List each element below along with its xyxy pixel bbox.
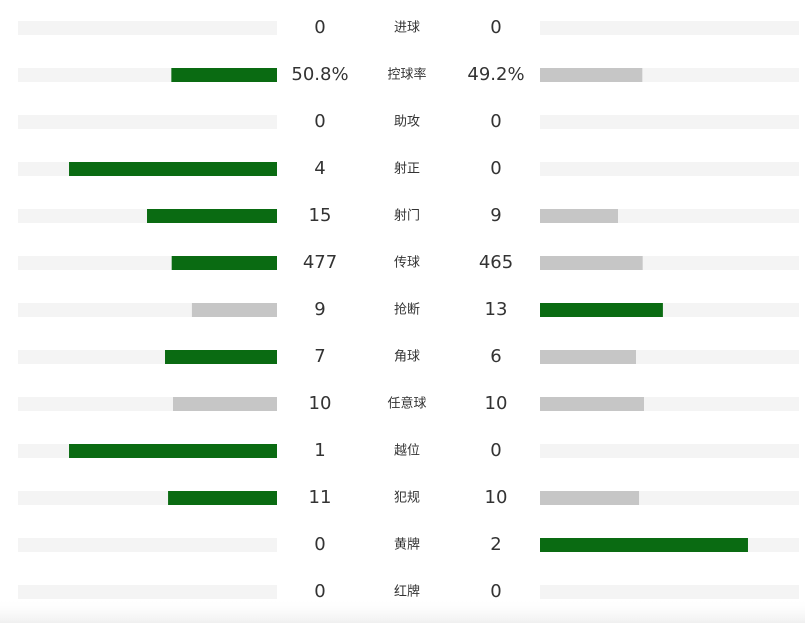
stat-label: 传球 [394, 256, 420, 271]
stat-label: 红牌 [394, 584, 420, 600]
home-value: 50.8% [291, 64, 348, 85]
away-value: 10 [485, 487, 508, 508]
home-bar [173, 397, 277, 411]
stat-label: 犯规 [394, 491, 420, 506]
away-track [540, 162, 799, 176]
home-track [18, 585, 277, 599]
away-bar [540, 350, 636, 364]
away-bar [540, 397, 644, 411]
stat-label: 任意球 [387, 396, 426, 412]
home-track [18, 21, 277, 35]
home-value: 0 [314, 581, 325, 602]
home-value: 7 [314, 346, 325, 367]
away-track [540, 444, 799, 458]
home-value: 11 [309, 487, 332, 508]
away-track [540, 585, 799, 599]
home-bar [69, 162, 277, 176]
stat-label: 助攻 [394, 115, 420, 130]
home-bar [171, 256, 277, 270]
away-value: 465 [479, 252, 513, 273]
home-value: 10 [309, 393, 332, 414]
home-value: 1 [314, 440, 325, 461]
stat-label: 越位 [394, 444, 420, 459]
home-bar [168, 491, 277, 505]
home-value: 9 [314, 299, 325, 320]
away-bar [540, 209, 618, 223]
home-bar [147, 209, 277, 223]
stat-label: 进球 [394, 21, 420, 36]
away-value: 13 [485, 299, 508, 320]
stat-label: 控球率 [387, 67, 426, 83]
home-bar [191, 303, 277, 317]
home-value: 0 [314, 534, 325, 555]
away-bar [540, 256, 643, 270]
away-value: 6 [490, 346, 501, 367]
home-track [18, 115, 277, 129]
stat-label: 角球 [394, 350, 420, 365]
home-bar [165, 350, 277, 364]
away-bar [540, 491, 640, 505]
away-value: 10 [485, 393, 508, 414]
away-value: 2 [490, 534, 501, 555]
away-value: 0 [490, 17, 501, 38]
away-value: 0 [490, 581, 501, 602]
away-track [540, 115, 799, 129]
stat-label: 射门 [394, 208, 420, 224]
home-bar [171, 68, 277, 82]
bottom-fade [0, 598, 805, 623]
home-value: 4 [314, 158, 325, 179]
home-value: 0 [314, 111, 325, 132]
away-value: 0 [490, 111, 501, 132]
away-bar [540, 68, 643, 82]
home-value: 0 [314, 17, 325, 38]
away-value: 0 [490, 440, 501, 461]
away-bar [540, 538, 748, 552]
stat-label: 黄牌 [394, 537, 420, 553]
away-track [540, 21, 799, 35]
away-bar [540, 303, 663, 317]
away-value: 9 [490, 205, 501, 226]
home-value: 15 [309, 205, 332, 226]
home-value: 477 [303, 252, 337, 273]
away-value: 0 [490, 158, 501, 179]
away-value: 49.2% [467, 64, 524, 85]
stat-label: 射正 [394, 161, 420, 177]
stat-label: 抢断 [394, 302, 420, 318]
home-bar [69, 444, 277, 458]
home-track [18, 538, 277, 552]
